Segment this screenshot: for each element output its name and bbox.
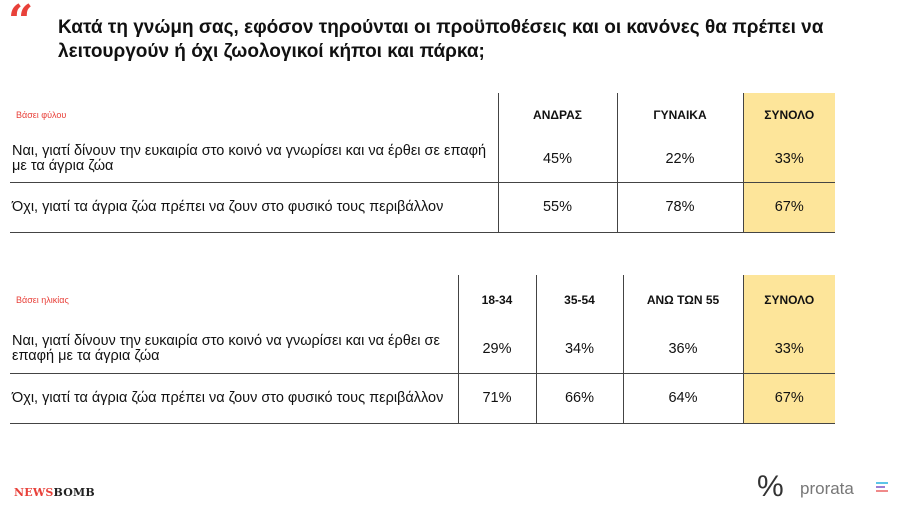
row-label: Όχι, γιατί τα άγρια ζώα πρέπει να ζουν σ…: [10, 373, 458, 424]
total-value-cell: 67%: [742, 373, 835, 424]
column-header: 18-34: [457, 275, 536, 325]
bar-stripe: [876, 482, 888, 484]
value-cell: 36%: [622, 325, 743, 374]
age-table-header: Βάσει ηλικίας 18-34 35-54 ΑΝΩ ΤΩΝ 55 ΣΥΝ…: [10, 275, 835, 325]
value-cell: 66%: [535, 373, 623, 424]
value-cell: 34%: [535, 325, 623, 374]
total-value-cell: 33%: [742, 325, 835, 374]
row-label: Ναι, γιατί δίνουν την ευκαιρία στο κοινό…: [10, 325, 458, 374]
column-header: ΑΝΔΡΑΣ: [497, 93, 617, 136]
bar-stripe: [876, 486, 885, 488]
newsbomb-logo-bomb: BOMB: [53, 486, 95, 499]
category-label: Βάσει φύλου: [16, 109, 67, 120]
gender-table-header: Βάσει φύλου ΑΝΔΡΑΣ ΓΥΝΑΙΚΑ ΣΥΝΟΛΟ: [10, 93, 835, 136]
gender-table: Βάσει φύλου ΑΝΔΡΑΣ ΓΥΝΑΙΚΑ ΣΥΝΟΛΟ Ναι, γ…: [10, 93, 835, 233]
value-cell: 78%: [616, 182, 743, 233]
value-cell: 71%: [457, 373, 536, 424]
value-cell: 45%: [497, 136, 617, 183]
table-row: Όχι, γιατί τα άγρια ζώα πρέπει να ζουν σ…: [10, 182, 835, 233]
newsbomb-logo-news: NEWS: [14, 486, 54, 499]
percent-icon: %: [757, 470, 784, 503]
value-cell: 64%: [622, 373, 743, 424]
bar-stripe: [876, 490, 888, 492]
value-cell: 29%: [457, 325, 536, 374]
prorata-bars-icon: [876, 482, 890, 496]
total-column-header: ΣΥΝΟΛΟ: [742, 93, 835, 136]
column-header: ΓΥΝΑΙΚΑ: [616, 93, 743, 136]
table-row: Όχι, γιατί τα άγρια ζώα πρέπει να ζουν σ…: [10, 373, 835, 424]
quote-mark-icon: “: [8, 0, 34, 47]
value-cell: 22%: [616, 136, 743, 183]
category-label: Βάσει ηλικίας: [16, 295, 69, 305]
prorata-logo: prorata: [800, 479, 854, 498]
table-row: Ναι, γιατί δίνουν την ευκαιρία στο κοινό…: [10, 325, 835, 374]
value-cell: 55%: [497, 182, 617, 233]
question-title: Κατά τη γνώμη σας, εφόσον τηρούνται οι π…: [58, 17, 824, 62]
row-label: Όχι, γιατί τα άγρια ζώα πρέπει να ζουν σ…: [10, 182, 498, 233]
column-header: 35-54: [535, 275, 623, 325]
age-table: Βάσει ηλικίας 18-34 35-54 ΑΝΩ ΤΩΝ 55 ΣΥΝ…: [10, 275, 835, 424]
table-row: Ναι, γιατί δίνουν την ευκαιρία στο κοινό…: [10, 136, 835, 183]
total-value-cell: 33%: [742, 136, 835, 183]
row-label: Ναι, γιατί δίνουν την ευκαιρία στο κοινό…: [10, 136, 498, 183]
total-column-header: ΣΥΝΟΛΟ: [742, 275, 835, 325]
column-header: ΑΝΩ ΤΩΝ 55: [622, 275, 743, 325]
newsbomb-logo: NEWSBOMB: [14, 486, 95, 499]
total-value-cell: 67%: [742, 182, 835, 233]
